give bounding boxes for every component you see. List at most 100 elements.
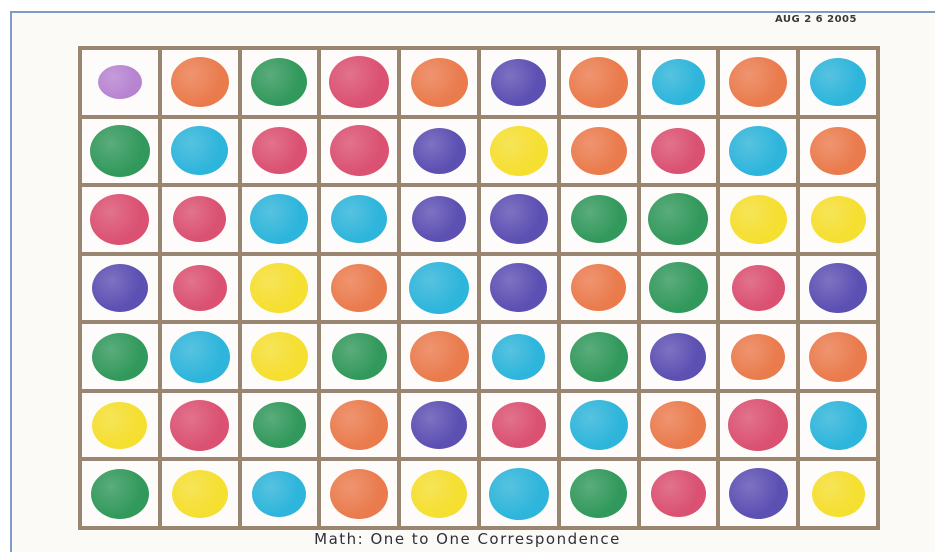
paint-dot-orange	[570, 126, 627, 175]
paint-dot-pink	[650, 470, 706, 518]
grid-cell	[640, 118, 717, 184]
grid-cell	[481, 392, 557, 458]
paint-dot-yellow	[411, 469, 468, 518]
grid-cell	[321, 324, 398, 389]
paint-dot-blue	[569, 400, 628, 451]
grid-cell	[241, 461, 318, 526]
paint-dot-blue	[171, 126, 229, 176]
grid-cell	[82, 255, 158, 321]
paint-dot-green	[251, 58, 308, 107]
paint-dot-green	[91, 332, 148, 381]
grid-cell	[560, 255, 637, 321]
paint-dot-orange	[410, 57, 468, 107]
paint-dot-pink	[731, 264, 785, 311]
paint-dot-green	[648, 262, 708, 314]
grid-cell	[800, 118, 876, 184]
paint-dot-blue	[810, 58, 867, 107]
grid-cell	[241, 255, 318, 321]
grid-cell	[720, 255, 797, 321]
grid-cell	[560, 324, 637, 389]
paint-dot-blue	[488, 467, 549, 520]
paint-dot-orange	[571, 264, 627, 312]
paint-dot-purple	[809, 262, 868, 313]
paint-dot-orange	[330, 468, 389, 519]
grid-cell	[720, 461, 797, 526]
grid-cell	[82, 324, 158, 389]
grid-cell	[401, 461, 477, 526]
paint-dot-blue	[809, 400, 867, 450]
grid-cell	[720, 50, 797, 115]
grid-cell	[241, 392, 318, 458]
grid-cell	[481, 255, 557, 321]
grid-cell	[161, 255, 238, 321]
grid-cell	[481, 187, 557, 252]
grid-cell	[321, 187, 398, 252]
grid-cell	[161, 392, 238, 458]
grid-cell	[560, 461, 637, 526]
grid-cell	[401, 324, 477, 389]
paint-dot-yellow	[489, 125, 548, 176]
grid-cell	[82, 187, 158, 252]
paint-dot-purple	[412, 127, 466, 174]
grid-cell	[321, 392, 398, 458]
grid-cell	[560, 50, 637, 115]
paint-dot-purple	[491, 58, 547, 106]
grid-cell	[481, 461, 557, 526]
grid-cell	[241, 324, 318, 389]
paint-dot-purple	[412, 196, 467, 243]
paint-dot-pink	[90, 193, 150, 245]
grid-cell	[800, 461, 876, 526]
grid-cell	[82, 118, 158, 184]
paint-dot-orange	[330, 400, 389, 451]
grid-cell	[560, 118, 637, 184]
paint-dot-blue	[409, 261, 470, 314]
paint-dot-blue	[250, 194, 309, 245]
paint-dot-yellow	[729, 194, 787, 244]
grid-cell	[401, 392, 477, 458]
paint-dot-orange	[170, 57, 229, 108]
paint-dot-green	[331, 333, 387, 381]
paint-dot-pink	[251, 127, 307, 175]
grid-cell	[560, 392, 637, 458]
grid-cell	[401, 118, 477, 184]
grid-cell	[241, 118, 318, 184]
paint-dot-orange	[809, 331, 868, 382]
grid-cell	[161, 461, 238, 526]
worksheet-caption: Math: One to One Correspondence	[314, 530, 621, 548]
grid-cell	[82, 392, 158, 458]
dot-grid	[78, 46, 880, 530]
paint-dot-purple	[91, 263, 148, 312]
grid-cell	[401, 255, 477, 321]
grid-cell	[401, 50, 477, 115]
grid-cell	[161, 50, 238, 115]
paint-dot-blue	[169, 330, 230, 383]
paint-dot-pink	[329, 56, 390, 109]
grid-cell	[481, 118, 557, 184]
paint-dot-green	[252, 402, 306, 449]
grid-cell	[82, 50, 158, 115]
grid-cell	[720, 324, 797, 389]
paint-dot-pink	[728, 399, 789, 452]
grid-cell	[401, 187, 477, 252]
grid-cell	[640, 392, 717, 458]
grid-cell	[321, 255, 398, 321]
paint-dot-green	[89, 124, 150, 177]
paint-dot-purple	[728, 468, 788, 520]
grid-cell	[560, 187, 637, 252]
paint-dot-yellow	[250, 332, 308, 382]
paint-dot-orange	[731, 333, 786, 380]
paint-dot-orange	[569, 56, 629, 108]
date-stamp: AUG 2 6 2005	[775, 14, 857, 25]
grid-cell	[161, 187, 238, 252]
paint-dot-green	[648, 193, 709, 246]
paint-dot-purple	[411, 401, 468, 450]
grid-cell	[321, 461, 398, 526]
grid-cell	[720, 187, 797, 252]
paint-dot-yellow	[250, 262, 309, 313]
paint-dot-purple	[650, 332, 707, 381]
paint-dot-orange	[650, 401, 707, 450]
grid-cell	[800, 324, 876, 389]
paint-dot-pink	[173, 196, 227, 243]
paint-dot-purple	[489, 194, 548, 245]
grid-cell	[321, 118, 398, 184]
